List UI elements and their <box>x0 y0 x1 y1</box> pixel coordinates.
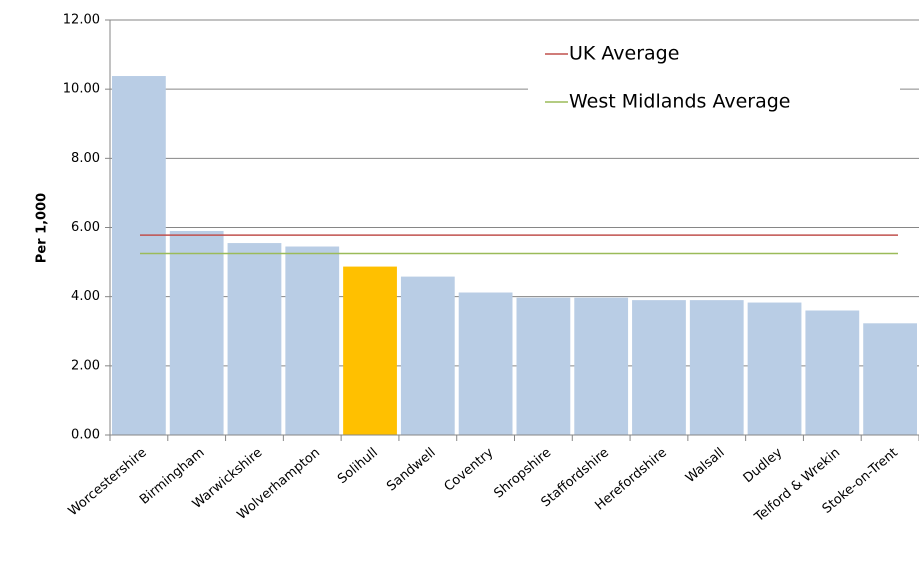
y-tick-label: 2.00 <box>71 358 100 373</box>
bar <box>632 300 686 435</box>
y-tick-label: 6.00 <box>71 220 100 235</box>
x-tick-label: Sandwell <box>384 445 439 494</box>
legend-background <box>528 28 900 120</box>
bar <box>689 300 744 435</box>
x-tick-label: Coventry <box>442 445 497 495</box>
y-tick-label: 4.00 <box>71 289 100 304</box>
bar <box>285 246 340 435</box>
legend: UK Average West Midlands Average <box>528 28 900 120</box>
x-tick-label: Worcestershire <box>66 445 150 519</box>
y-axis-title: Per 1,000 <box>35 193 50 263</box>
bar <box>574 297 629 435</box>
x-tick-label: Walsall <box>683 445 728 486</box>
bar <box>458 292 513 435</box>
bar <box>343 266 397 435</box>
bar <box>747 302 802 435</box>
y-tick-label: 8.00 <box>71 151 100 166</box>
bar <box>516 297 571 435</box>
bar <box>400 276 455 435</box>
legend-label: UK Average <box>569 43 679 65</box>
bar <box>805 310 860 435</box>
bar <box>169 230 224 435</box>
x-tick-label: Solihull <box>335 445 381 487</box>
x-tick-label: Dudley <box>741 445 786 486</box>
y-tick-label: 10.00 <box>63 82 100 97</box>
bar <box>863 323 917 435</box>
legend-label: West Midlands Average <box>569 91 790 113</box>
bar <box>227 243 282 435</box>
y-tick-label: 12.00 <box>63 13 100 28</box>
y-tick-label: 0.00 <box>71 428 100 443</box>
bar <box>112 76 166 436</box>
